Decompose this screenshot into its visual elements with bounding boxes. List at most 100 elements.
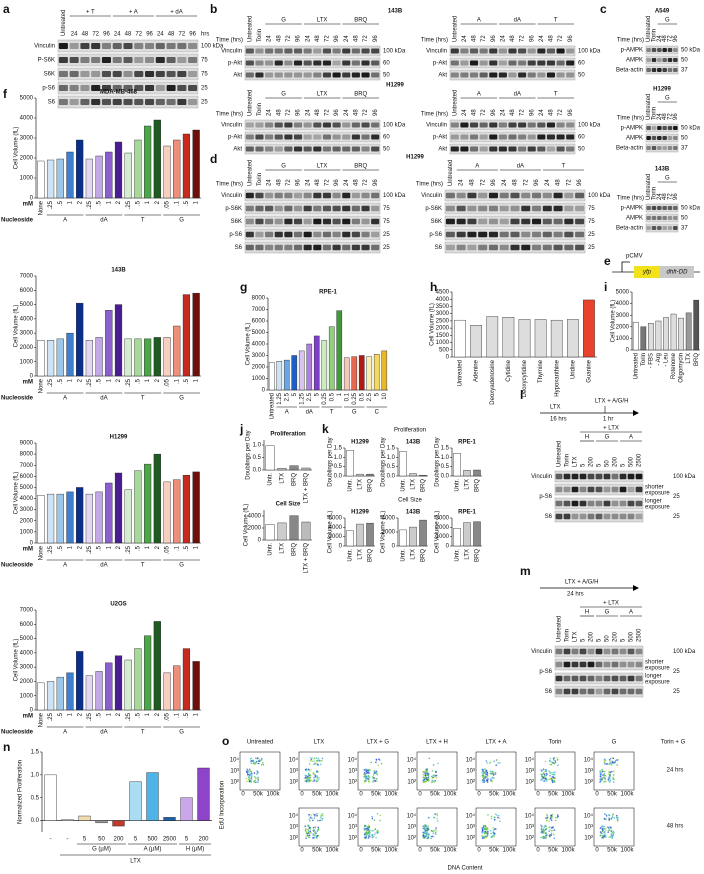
bar <box>356 473 364 477</box>
cell-dot <box>436 814 439 817</box>
cell-dot <box>368 779 370 781</box>
band <box>508 122 517 128</box>
band <box>467 244 477 251</box>
bar <box>343 357 350 391</box>
cell-dot <box>425 825 428 827</box>
bar <box>66 491 74 544</box>
cell-dot <box>543 826 546 829</box>
band <box>145 99 155 105</box>
band <box>518 134 527 140</box>
cell-dot <box>363 826 366 828</box>
cell-dot <box>260 758 263 761</box>
cell-dot <box>368 833 371 835</box>
band <box>69 71 79 77</box>
cell-dot <box>424 776 427 779</box>
cell-dot <box>246 780 248 783</box>
bar <box>399 451 407 477</box>
band <box>595 675 603 682</box>
band <box>527 134 536 140</box>
cell-dot <box>609 827 612 830</box>
band <box>460 72 469 78</box>
band <box>361 48 370 54</box>
y-tick-label: 5000 <box>20 302 34 308</box>
band <box>322 146 332 152</box>
bar <box>346 530 354 547</box>
cell-dot <box>551 813 554 816</box>
group-label: A <box>629 610 633 616</box>
bar <box>301 521 311 541</box>
lane-label: 24 <box>305 179 311 186</box>
lane-label: 24 <box>344 109 350 116</box>
band <box>489 60 498 66</box>
band <box>556 72 565 78</box>
band <box>499 192 509 199</box>
band <box>255 244 264 251</box>
x-tick-label: 50k <box>371 792 382 798</box>
row-label: Vinculin <box>34 44 55 50</box>
x-tick-label: 1 <box>194 200 200 204</box>
x-tick-label: Untreated <box>633 353 639 379</box>
x-tick-label: 50k <box>489 848 500 854</box>
group-label: + dA <box>170 10 183 16</box>
y-tick-label: 2000 <box>20 345 34 351</box>
band <box>342 72 351 78</box>
x-tick-label: None <box>38 378 44 393</box>
cell-dot <box>316 775 318 778</box>
cell-dot <box>607 826 609 829</box>
x-tick-label: .5 <box>135 200 141 206</box>
bar <box>124 489 132 544</box>
lane-label: 48 <box>353 179 359 186</box>
cell-dot <box>599 773 602 776</box>
band <box>667 58 673 62</box>
bar <box>518 319 531 358</box>
band <box>303 244 312 251</box>
x-tick-label: Untr. <box>401 549 407 562</box>
x-tick-label: 1 <box>68 712 74 716</box>
bar <box>336 310 343 391</box>
band <box>646 58 651 62</box>
band <box>651 68 657 72</box>
band <box>293 122 303 128</box>
band <box>322 72 332 78</box>
band <box>293 231 303 238</box>
lane-label: Torin <box>257 29 263 42</box>
cell-dot <box>305 774 308 777</box>
band <box>265 205 274 212</box>
band <box>351 60 360 66</box>
row-label: p-S6 <box>229 232 242 238</box>
cell-dot <box>553 762 556 765</box>
bar <box>95 491 103 544</box>
cell-dot <box>551 776 554 778</box>
band <box>587 486 595 493</box>
band <box>445 205 455 212</box>
cell-dot <box>371 817 374 820</box>
cell-dot <box>251 759 254 762</box>
cell-dot <box>366 832 369 835</box>
bar <box>473 521 481 547</box>
band <box>274 122 283 128</box>
bar <box>301 467 311 471</box>
cell-dot <box>436 813 438 815</box>
group-label: T <box>141 730 145 736</box>
row-label: p-AMPK <box>621 48 643 54</box>
x-tick-label: Untreated <box>269 393 275 419</box>
row-label: P-S6K <box>38 58 55 64</box>
band <box>563 513 571 520</box>
y-tick-label: 10² <box>466 780 475 786</box>
cell-dot <box>433 830 435 832</box>
lane-label: 24 <box>305 35 311 42</box>
y-tick-label: 2000 <box>20 156 34 162</box>
bar <box>277 522 287 541</box>
band <box>177 99 187 105</box>
y-tick-label: 6000 <box>20 474 34 480</box>
bar <box>144 463 152 544</box>
cell-dot <box>428 757 431 760</box>
band <box>662 226 667 230</box>
bar <box>134 338 142 377</box>
cell-dot <box>374 779 376 782</box>
y-tick-label: 5000 <box>20 96 34 102</box>
cell-dot <box>422 831 424 834</box>
lane-label: 2500 <box>637 628 643 642</box>
chart-title: MDA-MB-468 <box>100 90 138 96</box>
group-label: T <box>141 396 145 402</box>
